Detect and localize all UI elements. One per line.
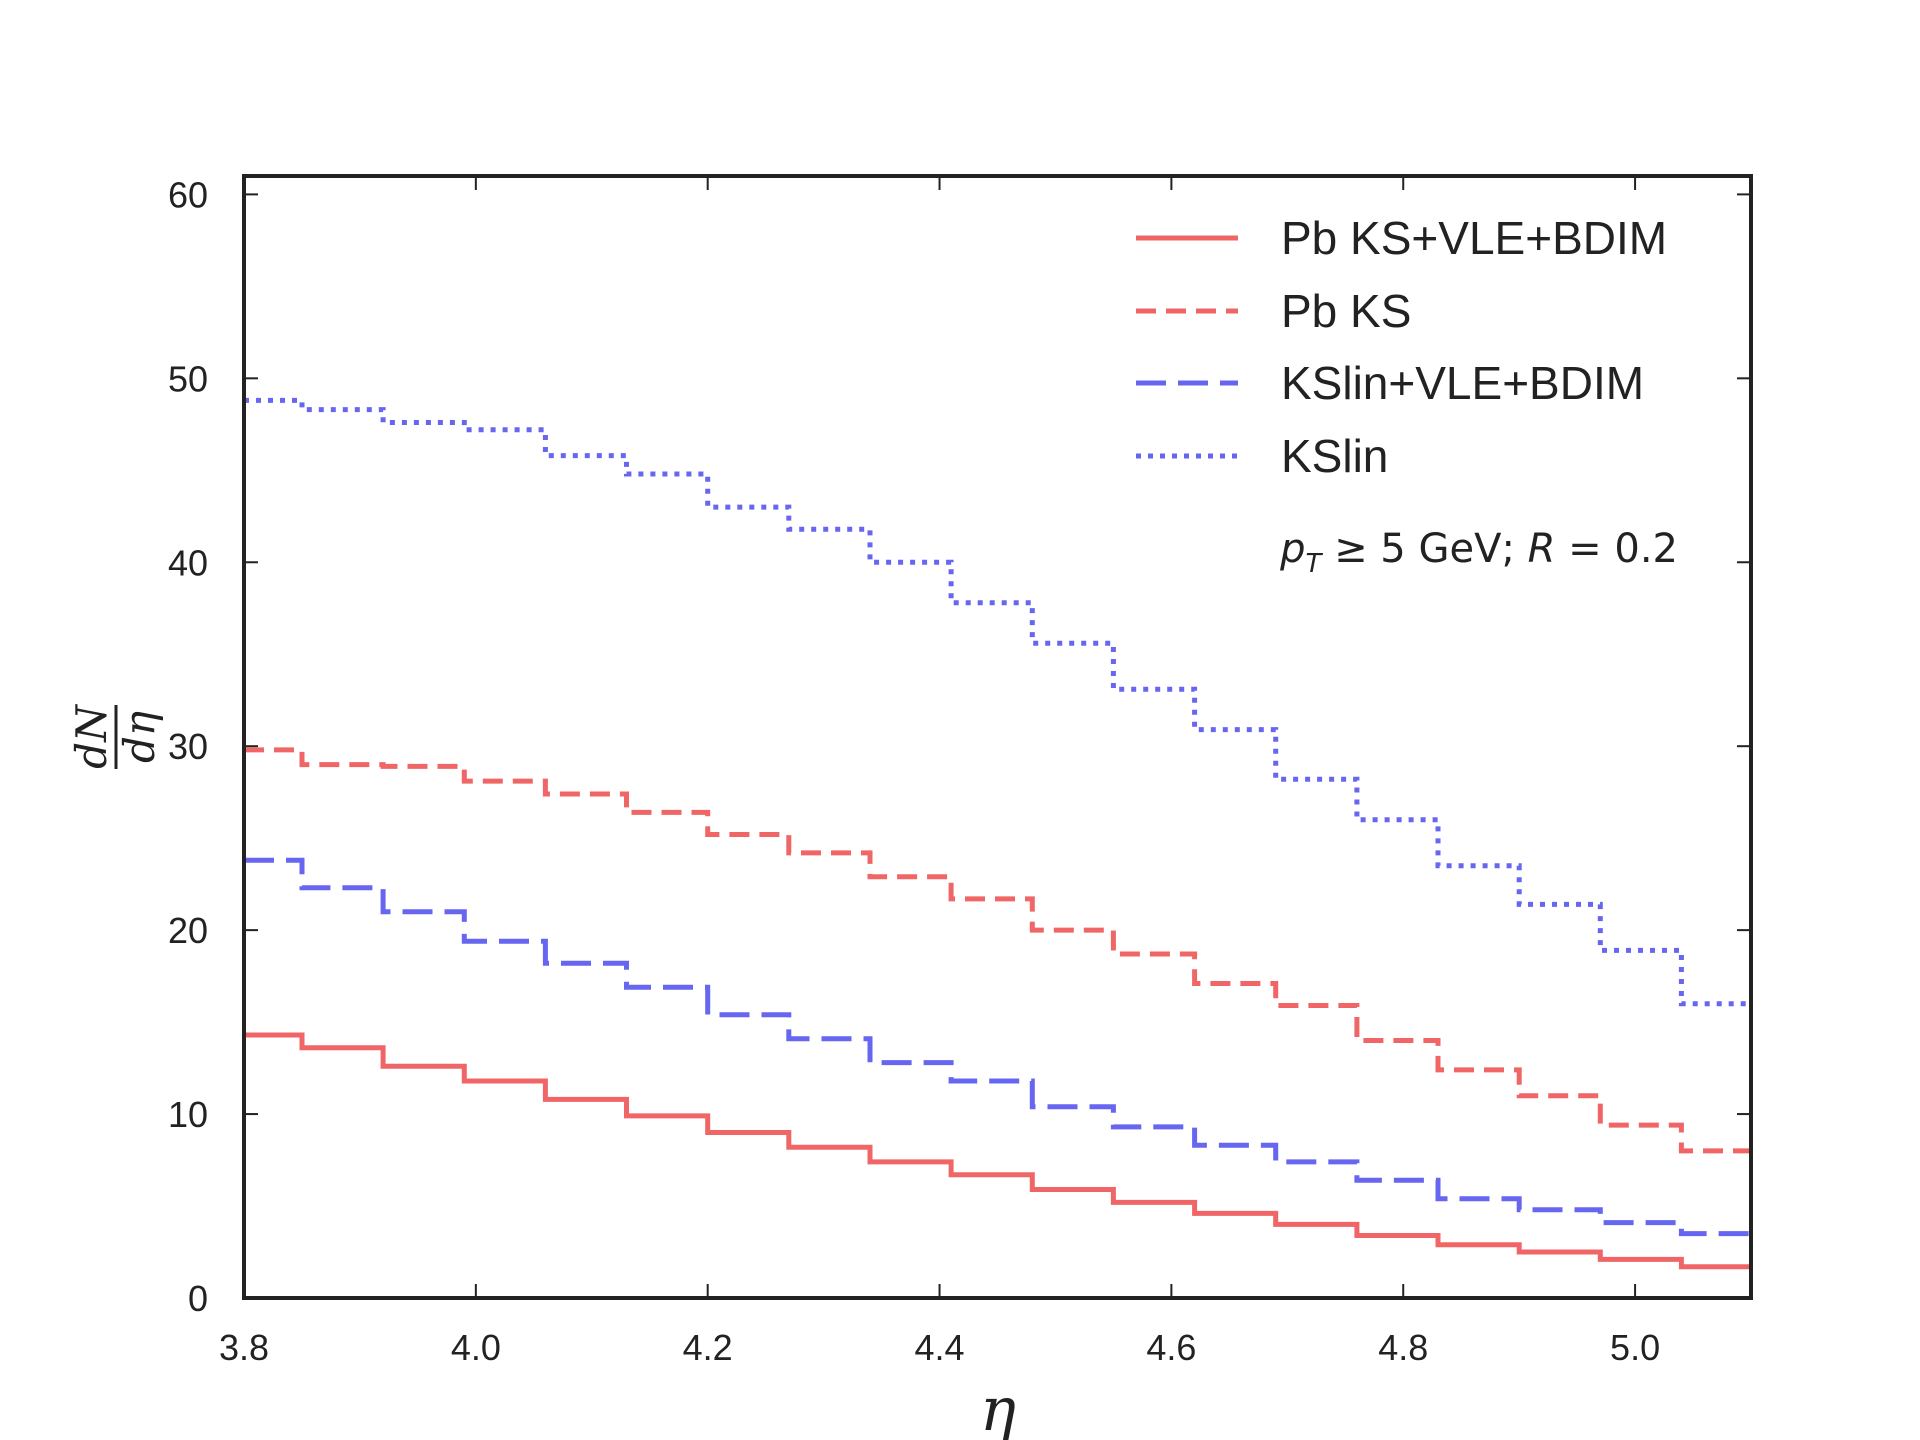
x-tick-label: 4.4 (915, 1327, 965, 1368)
y-tick-label: 40 (168, 542, 208, 583)
y-tick-label: 30 (168, 726, 208, 767)
y-tick-label: 20 (168, 910, 208, 951)
legend: Pb KS+VLE+BDIM Pb KS KSlin+VLE+BDIM KSli… (1136, 212, 1667, 482)
annot-r: R (1528, 526, 1556, 572)
series-line-0 (244, 1032, 1751, 1270)
y-tick-label: 50 (168, 358, 208, 399)
series-line-2 (244, 857, 1751, 1237)
y-axis-title-denominator: dη (115, 711, 164, 763)
x-tick-label: 4.0 (451, 1327, 501, 1368)
cut-annotation: pT ≥ 5 GeV; R = 0.2 (1279, 526, 1678, 579)
legend-label-kslin: KSlin (1281, 430, 1388, 482)
x-tick-label: 4.2 (683, 1327, 733, 1368)
y-tick-label: 0 (188, 1278, 208, 1319)
series-line-3 (244, 397, 1751, 1007)
y-axis-title-numerator: dN (67, 704, 116, 769)
annot-p: p (1279, 526, 1305, 572)
annot-rval: = 0.2 (1555, 526, 1678, 572)
legend-label-kslin-vle-bdim: KSlin+VLE+BDIM (1281, 357, 1644, 409)
annot-cond: ≥ 5 GeV; (1321, 526, 1527, 572)
x-tick-label: 3.8 (219, 1327, 269, 1368)
plot-frame (242, 174, 1753, 1300)
series-layer (244, 397, 1751, 1270)
annot-sub: T (1305, 549, 1323, 579)
x-axis-title: η (980, 1375, 1016, 1440)
y-tick-label: 60 (168, 174, 208, 215)
legend-label-pb-ks: Pb KS (1281, 285, 1411, 337)
y-axis-title: dN dη (67, 704, 164, 769)
x-tick-label: 4.6 (1146, 1327, 1196, 1368)
y-tick-label: 10 (168, 1094, 208, 1135)
legend-label-pb-ks-vle-bdim: Pb KS+VLE+BDIM (1281, 212, 1667, 264)
x-tick-label: 4.8 (1378, 1327, 1428, 1368)
ticks-layer: 3.8 4.0 4.2 4.4 4.6 4.8 5.0 0 10 20 30 40 50 60 (168, 174, 1751, 1368)
x-tick-label: 5.0 (1610, 1327, 1660, 1368)
